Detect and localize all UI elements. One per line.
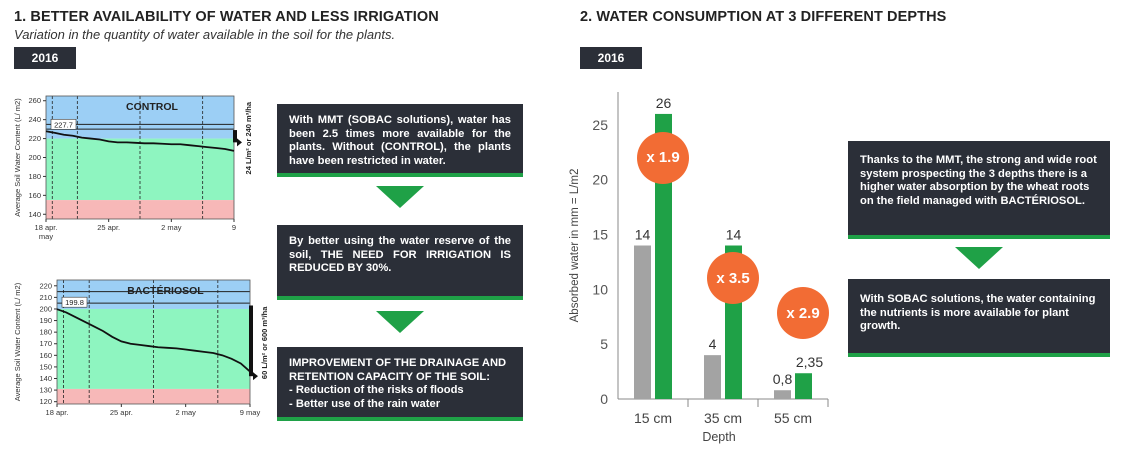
y-tick-label: 220 <box>39 281 52 290</box>
y-axis-label: Average Soil Water Content (L/ m2) <box>13 282 22 401</box>
section1-subtitle: Variation in the quantity of water avail… <box>14 27 396 42</box>
y-tick-label: 240 <box>28 115 41 124</box>
control-line-chart: 140 160 180 200 220 240 260 18 apr.may 25 apr. 2 … <box>13 95 253 241</box>
drainage-info-box: IMPROVEMENT OF THE DRAINAGE AND RETENTIO… <box>277 347 523 421</box>
water-consumption-bar-chart: 0 5 10 15 20 25 Absorbed water in mm = L/m2 15 … <box>569 92 829 444</box>
x-tick-label: may <box>39 232 53 241</box>
water-content-line <box>45 130 235 152</box>
start-value-box <box>50 118 77 130</box>
y-axis-label: Absorbed water in mm = L/m2 <box>569 169 581 323</box>
y-tick-label: 10 <box>592 281 608 297</box>
x-tick-label: 35 cm <box>704 410 742 426</box>
section1-title: 1. BETTER AVAILABILITY OF WATER AND LESS… <box>14 9 439 25</box>
x-tick-label: 9 <box>232 223 236 232</box>
range-arrow-icon <box>253 372 258 381</box>
multiplier-layer: x 1.9 x 3.5 x 2.9 <box>560 80 840 455</box>
y-tick-label: 20 <box>592 172 608 188</box>
range-arrow-icon <box>237 138 242 147</box>
line-chart-title: CONTROL <box>126 101 178 113</box>
bar-value-label: 2,35 <box>796 354 823 370</box>
bar <box>704 355 721 399</box>
nutrients-info-box: With SOBAC solutions, the water containi… <box>848 279 1110 357</box>
irrigation-info-box: By better using the water reserve of the… <box>277 225 523 300</box>
drainage-item-rain: - Better use of the rain water <box>289 397 441 410</box>
x-tick-label: 18 apr. <box>35 223 58 232</box>
section1-year-badge: 2016 <box>14 47 76 69</box>
range-bar <box>249 305 253 377</box>
x-tick-label: 9 may <box>240 408 261 417</box>
y-tick-label: 130 <box>39 386 52 395</box>
y-tick-label: 120 <box>39 397 52 406</box>
multiplier-badge: x 2.9 <box>777 287 829 340</box>
line-chart-title: BACTÉRIOSOL <box>127 284 204 297</box>
y-tick-label: 260 <box>28 96 41 105</box>
y-axis-label: Average Soil Water Content (L/ m2) <box>13 98 22 217</box>
y-tick-label: 150 <box>39 362 52 371</box>
bacteriosol-line-chart: 120 130 140 150 160 170 180 190 200 210 220 18 apr.… <box>13 279 269 417</box>
y-tick-label: 0 <box>600 391 608 407</box>
multiplier-badge: x 1.9 <box>637 131 689 184</box>
arrow-down-icon <box>376 186 424 208</box>
range-bar <box>233 130 237 143</box>
bar-value-label: 4 <box>709 336 717 352</box>
bar-value-label: 0,8 <box>773 371 793 387</box>
start-value-label: 227.7 <box>54 120 73 129</box>
x-tick-label: 25 apr. <box>97 223 120 232</box>
section2-title: 2. WATER CONSUMPTION AT 3 DIFFERENT DEPT… <box>580 9 947 25</box>
y-tick-label: 140 <box>28 210 41 219</box>
bar <box>795 373 812 399</box>
bar-value-label: 26 <box>656 95 672 111</box>
arrow-down-icon <box>955 247 1003 269</box>
water-content-line <box>56 308 251 373</box>
bar <box>774 390 791 399</box>
y-tick-label: 160 <box>28 191 41 200</box>
bar-value-label: 14 <box>726 227 742 243</box>
y-tick-label: 220 <box>28 134 41 143</box>
y-tick-label: 180 <box>28 172 41 181</box>
y-tick-label: 210 <box>39 293 52 302</box>
y-tick-label: 180 <box>39 328 52 337</box>
drainage-item-floods: - Reduction of the risks of floods <box>289 384 464 396</box>
bar <box>634 245 651 399</box>
root-system-info-box: Thanks to the MMT, the strong and wide r… <box>848 141 1110 239</box>
y-tick-label: 15 <box>592 227 608 243</box>
chart-band <box>57 280 250 309</box>
y-tick-label: 25 <box>592 117 608 133</box>
range-label: 60 L/m² or 600 m³/ha <box>260 306 269 379</box>
multiplier-badge: x 3.5 <box>707 252 759 305</box>
start-value-box <box>61 296 88 308</box>
y-tick-label: 200 <box>39 304 52 313</box>
y-tick-label: 140 <box>39 374 52 383</box>
y-tick-label: 5 <box>600 336 608 352</box>
start-value-label: 199.8 <box>65 298 84 307</box>
arrow-down-icon <box>376 311 424 333</box>
y-tick-label: 200 <box>28 153 41 162</box>
x-tick-label: 25 apr. <box>110 408 133 417</box>
bar <box>655 113 672 399</box>
chart-band <box>46 200 234 219</box>
drainage-title: IMPROVEMENT OF THE DRAINAGE AND RETENTIO… <box>289 357 507 383</box>
x-tick-label: 15 cm <box>634 410 672 426</box>
y-tick-label: 160 <box>39 351 52 360</box>
bar-value-label: 14 <box>635 227 651 243</box>
y-tick-label: 190 <box>39 316 52 325</box>
mmt-info-box: With MMT (SOBAC solutions), water has be… <box>277 104 523 177</box>
range-label: 24 L/m² or 240 m³/ha <box>244 101 253 174</box>
x-tick-label: 18 apr. <box>46 408 69 417</box>
x-axis-label: Depth <box>702 430 735 444</box>
x-tick-label: 55 cm <box>774 410 812 426</box>
y-tick-label: 170 <box>39 339 52 348</box>
x-tick-label: 2 may <box>161 223 182 232</box>
section2-year-badge: 2016 <box>580 47 642 69</box>
x-tick-label: 2 may <box>175 408 196 417</box>
